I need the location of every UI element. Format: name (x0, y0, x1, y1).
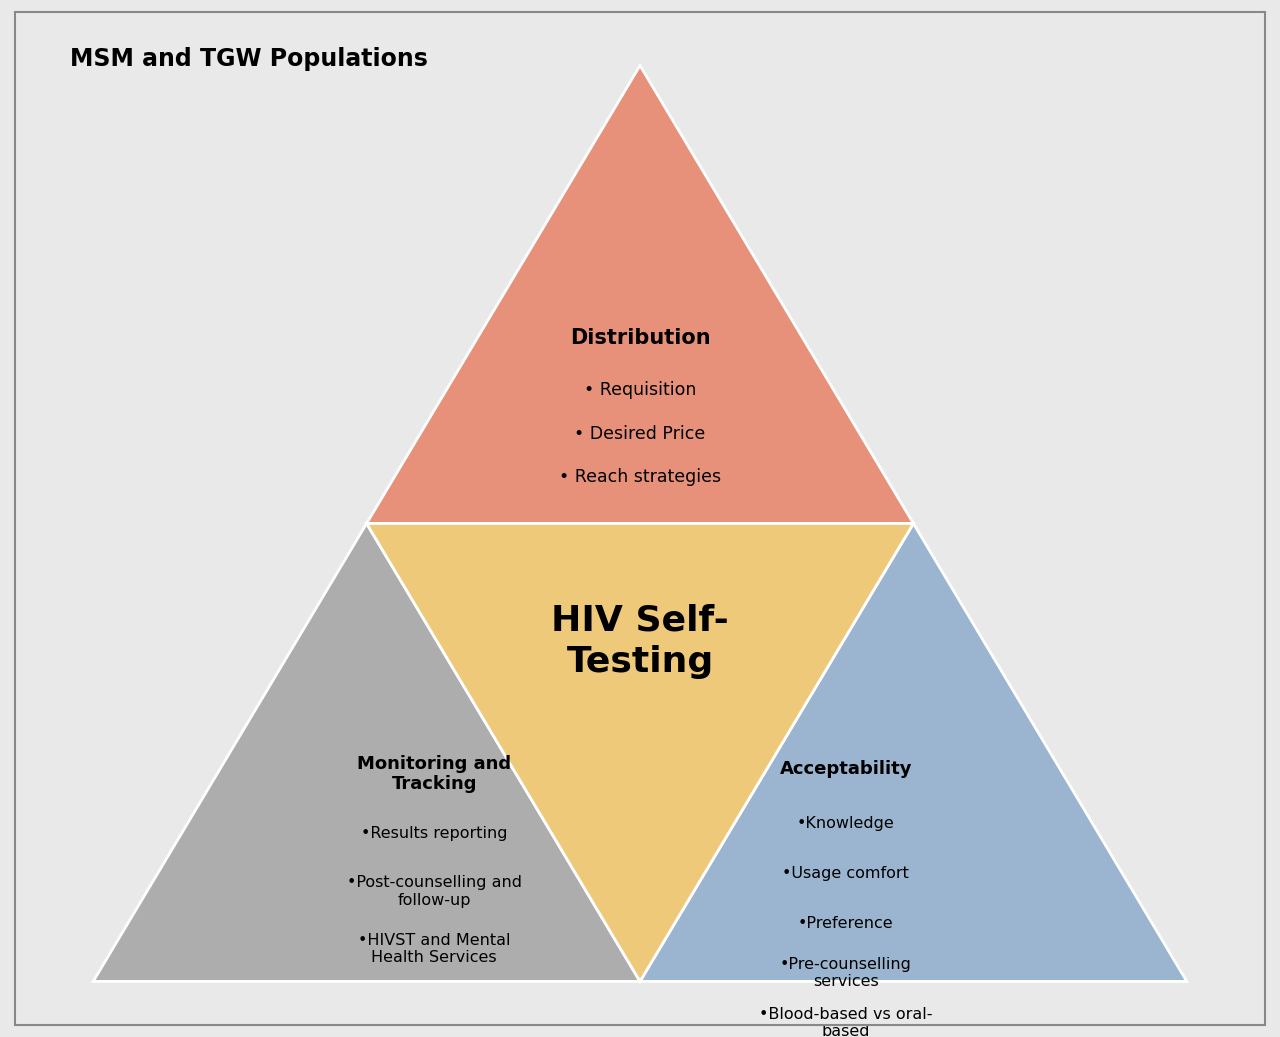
Text: • Requisition: • Requisition (584, 381, 696, 399)
Text: MSM and TGW Populations: MSM and TGW Populations (70, 47, 429, 71)
Text: HIV Self-
Testing: HIV Self- Testing (552, 604, 728, 679)
Polygon shape (366, 65, 914, 524)
Text: •Usage comfort: •Usage comfort (782, 866, 909, 881)
Text: •HIVST and Mental
Health Services: •HIVST and Mental Health Services (358, 933, 511, 965)
Text: •Knowledge: •Knowledge (797, 816, 895, 832)
Text: • Desired Price: • Desired Price (575, 424, 705, 443)
Text: Acceptability: Acceptability (780, 760, 913, 778)
Text: •Preference: •Preference (797, 916, 893, 931)
Text: Distribution: Distribution (570, 328, 710, 348)
Polygon shape (640, 524, 1187, 981)
Text: •Blood-based vs oral-
based: •Blood-based vs oral- based (759, 1007, 933, 1037)
Polygon shape (366, 524, 914, 981)
Text: •Pre-counselling
services: •Pre-counselling services (780, 957, 911, 989)
Text: • Reach strategies: • Reach strategies (559, 469, 721, 486)
Text: •Post-counselling and
follow-up: •Post-counselling and follow-up (347, 875, 522, 907)
Text: •Results reporting: •Results reporting (361, 826, 507, 841)
Text: Monitoring and
Tracking: Monitoring and Tracking (357, 755, 511, 793)
Polygon shape (93, 524, 640, 981)
